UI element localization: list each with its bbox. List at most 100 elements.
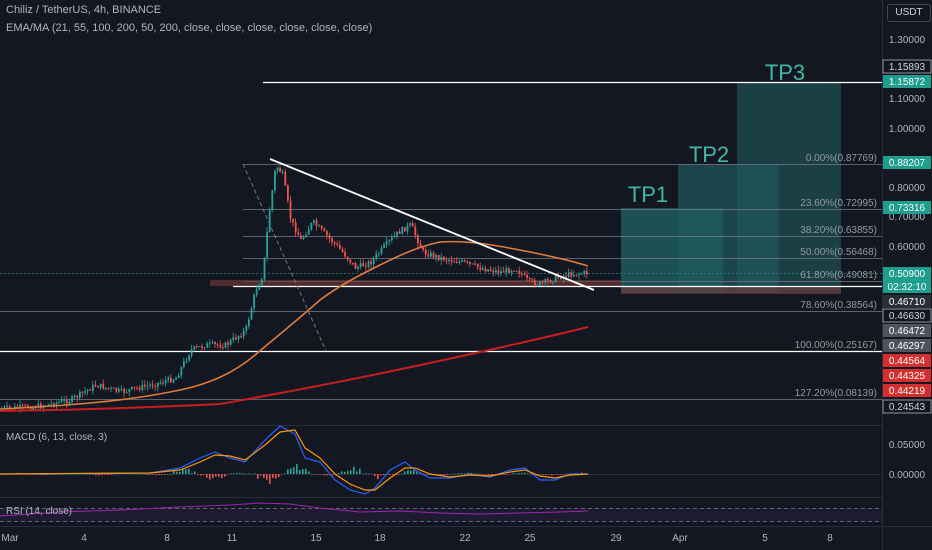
macd-signal-line (0, 429, 589, 491)
macd-bar (251, 473, 253, 475)
candle-body (185, 360, 188, 362)
candle-body (63, 399, 66, 401)
price-label: 0.46297 (889, 341, 926, 352)
candle-body (58, 402, 60, 404)
candle-body (362, 263, 365, 267)
candle-body (435, 254, 437, 258)
candle-body (526, 274, 528, 278)
macd-bar (539, 474, 541, 475)
candle-body (141, 384, 144, 391)
macd-bar (302, 469, 304, 474)
time-tick: Mar (1, 533, 19, 544)
price-axis[interactable]: 1.30000 1.10000 1.00000 0.80000 0.70000 … (889, 35, 926, 253)
macd-bar (341, 471, 343, 474)
price-tick: 0.80000 (889, 183, 926, 194)
candle-body (349, 259, 352, 263)
candle-body (144, 384, 146, 387)
candle-body (209, 342, 211, 344)
descending-trendline[interactable] (269, 158, 595, 291)
candle-body (66, 399, 68, 404)
macd-bar (470, 472, 472, 474)
rsi-label[interactable]: RSI (14, close) (6, 506, 72, 517)
candle-body (560, 277, 562, 280)
macd-bar (176, 471, 178, 474)
price-label: 0.44219 (889, 386, 926, 397)
fib-label: 127.20%(0.08139) (795, 388, 877, 399)
candle-body (248, 319, 250, 327)
macd-bar (425, 474, 427, 475)
time-tick: Apr (672, 533, 688, 544)
price-tick: 1.00000 (889, 124, 926, 135)
candle-body (432, 252, 435, 258)
candle-body (419, 243, 422, 248)
candle-body (489, 269, 492, 271)
macd-bar (410, 470, 412, 474)
time-axis[interactable]: Mar 4 8 11 15 18 22 25 29 Apr 5 8 (1, 533, 833, 544)
candle-body (253, 295, 255, 309)
macd-bar (272, 474, 274, 479)
macd-bar (494, 474, 496, 475)
macd-tick: 0.00000 (889, 470, 926, 481)
candle-body (198, 346, 201, 348)
macd-bar (308, 471, 310, 474)
candle-body (411, 223, 414, 227)
macd-bar (95, 474, 97, 476)
candle-body (440, 256, 443, 260)
macd-bar (143, 473, 145, 475)
candle-body (263, 257, 266, 280)
candle-body (284, 171, 287, 186)
tp3-box[interactable] (737, 82, 841, 293)
macd-bar (215, 474, 217, 477)
candle-body (47, 404, 50, 406)
fib-labels: 0.00%(0.87769) 23.60%(0.72995) 38.20%(0.… (795, 153, 877, 399)
fib-label: 61.80%(0.49081) (800, 270, 877, 281)
price-label: 0.46472 (889, 326, 926, 337)
macd-bar (305, 468, 307, 474)
candle-body (544, 279, 547, 283)
candle-body (370, 261, 372, 265)
candle-body (565, 276, 567, 278)
macd-bar (506, 474, 508, 475)
currency-selector[interactable]: USDT (887, 4, 931, 22)
candle-body (456, 261, 458, 263)
macd-bar (119, 473, 121, 475)
candle-body (193, 346, 196, 350)
time-tick: 4 (81, 533, 87, 544)
candle-body (94, 384, 97, 387)
candle-body (307, 229, 310, 235)
candle-body (445, 260, 448, 262)
macd-bar (458, 473, 460, 474)
candle-body (461, 260, 463, 262)
candle-body (302, 236, 305, 239)
macd-bar (41, 474, 43, 475)
candle-body (115, 387, 118, 392)
candle-body (266, 232, 268, 258)
indicator-legend[interactable]: EMA/MA (21, 55, 100, 200, 50, 200, close… (6, 22, 373, 34)
candle-body (167, 377, 170, 381)
candle-body (310, 222, 313, 230)
candle-body (300, 235, 302, 239)
candle-body (245, 326, 248, 331)
candle-body (448, 260, 450, 262)
current-price-label: 0.50900 (889, 269, 926, 280)
macd-bar (557, 474, 559, 475)
macd-label[interactable]: MACD (6, 13, close, 3) (6, 432, 107, 443)
candle-body (172, 379, 175, 383)
candle-body (539, 281, 541, 286)
candle-body (105, 387, 107, 390)
symbol-title[interactable]: Chiliz / TetherUS, 4h, BINANCE (6, 4, 162, 16)
macd-bar (443, 474, 445, 476)
candle-body (495, 270, 497, 273)
macd-bar (464, 473, 466, 474)
candle-body (92, 384, 94, 391)
macd-bar (515, 473, 517, 475)
candlesticks (1, 165, 588, 413)
macd-bar (290, 468, 292, 474)
macd-bar (473, 473, 475, 475)
candle-body (531, 279, 534, 281)
macd-bar (398, 474, 400, 475)
candle-body (29, 408, 32, 410)
candle-body (534, 280, 536, 286)
macd-bar (203, 474, 205, 475)
